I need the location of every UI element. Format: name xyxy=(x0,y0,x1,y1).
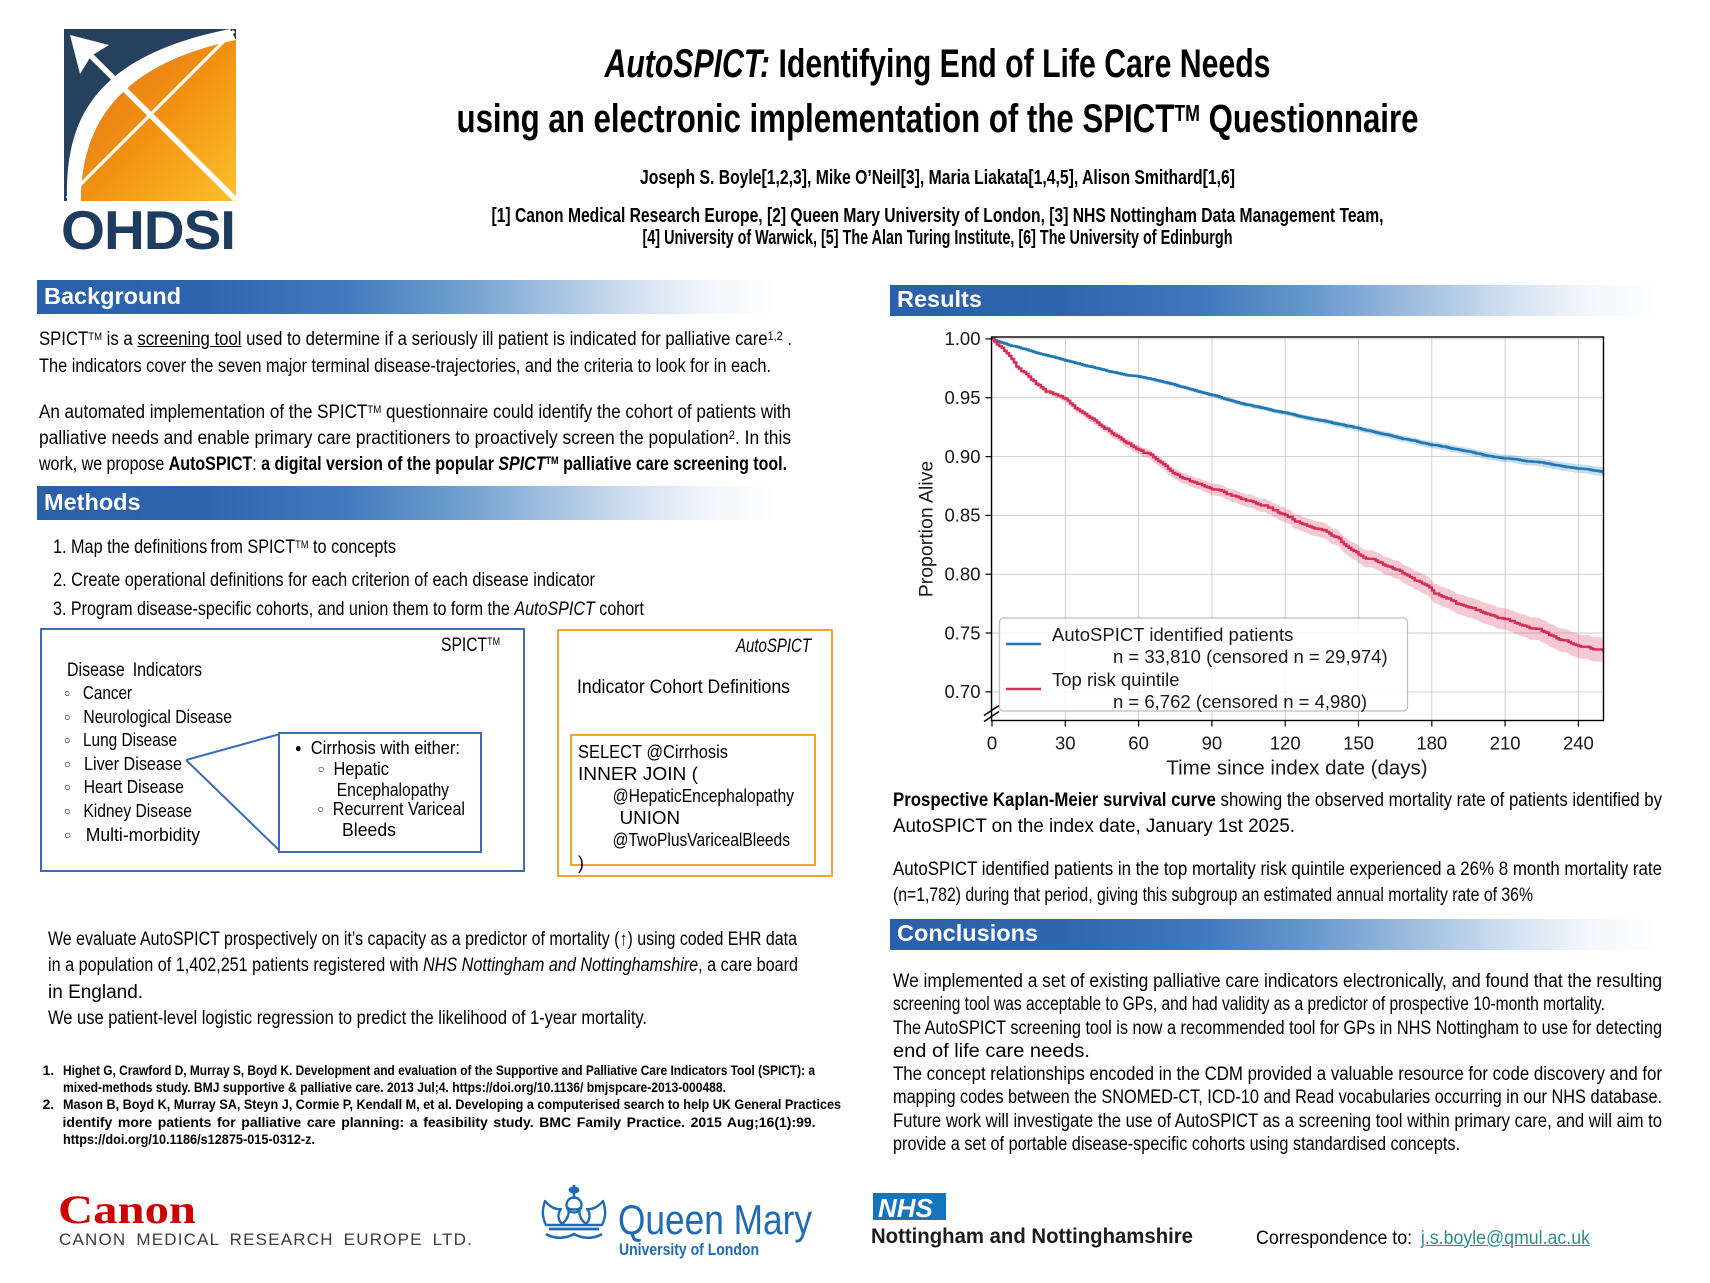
svg-text:90: 90 xyxy=(1202,733,1223,754)
svg-text:Time since index date (days): Time since index date (days) xyxy=(1166,757,1427,780)
svg-text:150: 150 xyxy=(1343,733,1374,754)
svg-text:0.70: 0.70 xyxy=(944,681,980,702)
svg-text:180: 180 xyxy=(1416,733,1447,754)
svg-text:Top risk quintile: Top risk quintile xyxy=(1052,669,1180,690)
svg-text:210: 210 xyxy=(1490,733,1521,754)
svg-text:Proportion Alive: Proportion Alive xyxy=(916,461,938,598)
svg-text:0.75: 0.75 xyxy=(944,622,980,643)
svg-text:60: 60 xyxy=(1128,733,1149,754)
svg-text:AutoSPICT identified patients: AutoSPICT identified patients xyxy=(1052,624,1293,645)
svg-text:0.80: 0.80 xyxy=(944,564,980,585)
svg-text:30: 30 xyxy=(1055,733,1076,754)
svg-text:0.85: 0.85 xyxy=(944,505,980,526)
svg-text:0.95: 0.95 xyxy=(944,387,980,408)
svg-text:0.90: 0.90 xyxy=(944,446,980,467)
svg-text:n = 6,762 (censored n = 4,980): n = 6,762 (censored n = 4,980) xyxy=(1113,691,1367,712)
svg-text:240: 240 xyxy=(1563,733,1594,754)
svg-text:1.00: 1.00 xyxy=(944,328,980,349)
svg-text:120: 120 xyxy=(1270,733,1301,754)
svg-text:n = 33,810 (censored n = 29,97: n = 33,810 (censored n = 29,974) xyxy=(1113,646,1388,667)
svg-text:0: 0 xyxy=(987,733,997,754)
